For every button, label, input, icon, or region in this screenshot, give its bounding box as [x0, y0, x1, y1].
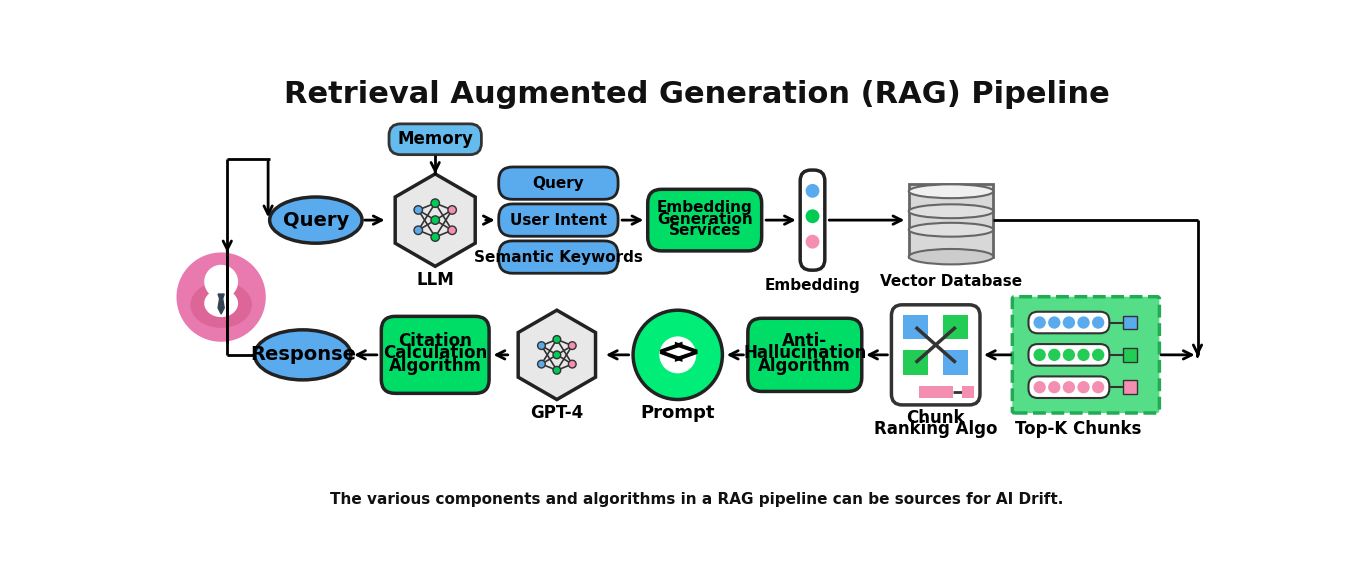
Text: Hallucination: Hallucination — [743, 345, 866, 362]
Circle shape — [1077, 317, 1089, 329]
Circle shape — [413, 206, 423, 214]
Circle shape — [204, 265, 238, 298]
Text: Anti-: Anti- — [782, 332, 827, 350]
Circle shape — [1062, 317, 1074, 329]
Ellipse shape — [908, 249, 993, 264]
Text: Citation: Citation — [398, 332, 472, 350]
FancyBboxPatch shape — [1012, 297, 1159, 413]
Circle shape — [660, 336, 696, 373]
FancyBboxPatch shape — [1028, 377, 1110, 398]
FancyBboxPatch shape — [908, 184, 993, 257]
FancyBboxPatch shape — [499, 241, 617, 273]
Text: Ranking Algo: Ranking Algo — [874, 420, 997, 438]
Circle shape — [1049, 381, 1061, 394]
Text: Top-K Chunks: Top-K Chunks — [1015, 420, 1141, 438]
Circle shape — [1049, 349, 1061, 361]
Circle shape — [431, 199, 439, 208]
Circle shape — [431, 233, 439, 241]
Circle shape — [1062, 381, 1074, 394]
FancyBboxPatch shape — [903, 315, 928, 339]
Circle shape — [1062, 349, 1074, 361]
Text: Response: Response — [250, 345, 356, 364]
Text: Retrieval Augmented Generation (RAG) Pipeline: Retrieval Augmented Generation (RAG) Pip… — [284, 80, 1110, 109]
FancyBboxPatch shape — [800, 170, 824, 270]
Polygon shape — [518, 310, 596, 399]
Circle shape — [805, 235, 820, 248]
Ellipse shape — [908, 204, 993, 218]
FancyBboxPatch shape — [748, 318, 862, 391]
Circle shape — [447, 206, 457, 214]
FancyBboxPatch shape — [381, 317, 490, 394]
Text: Semantic Keywords: Semantic Keywords — [475, 250, 643, 265]
Circle shape — [1092, 381, 1104, 394]
Circle shape — [1092, 317, 1104, 329]
Circle shape — [554, 366, 560, 374]
FancyBboxPatch shape — [919, 386, 952, 398]
Circle shape — [177, 252, 265, 342]
FancyBboxPatch shape — [647, 189, 762, 251]
FancyBboxPatch shape — [499, 204, 617, 236]
Text: Memory: Memory — [397, 130, 473, 148]
Circle shape — [634, 310, 722, 399]
Text: Prompt: Prompt — [641, 405, 715, 422]
Circle shape — [1077, 349, 1089, 361]
FancyBboxPatch shape — [944, 315, 968, 339]
Text: Generation: Generation — [657, 212, 752, 227]
FancyBboxPatch shape — [499, 167, 617, 199]
Circle shape — [1034, 349, 1046, 361]
Polygon shape — [396, 174, 475, 266]
Circle shape — [537, 342, 545, 349]
Polygon shape — [218, 294, 224, 314]
Text: Chunk: Chunk — [907, 409, 966, 427]
Text: <: < — [656, 336, 685, 370]
Text: Algorithm: Algorithm — [759, 357, 851, 375]
Ellipse shape — [908, 184, 993, 198]
FancyBboxPatch shape — [944, 350, 968, 375]
Text: Algorithm: Algorithm — [389, 357, 481, 375]
Circle shape — [1034, 381, 1046, 394]
FancyBboxPatch shape — [903, 350, 928, 375]
Ellipse shape — [204, 289, 238, 317]
Text: The various components and algorithms in a RAG pipeline can be sources for AI Dr: The various components and algorithms in… — [330, 492, 1064, 507]
Text: Query: Query — [533, 175, 585, 191]
Text: Embedding: Embedding — [764, 278, 861, 293]
Text: Calculation: Calculation — [384, 345, 487, 362]
Text: Embedding: Embedding — [657, 201, 752, 215]
Circle shape — [568, 360, 577, 368]
Circle shape — [1077, 381, 1089, 394]
Circle shape — [413, 226, 423, 234]
Circle shape — [568, 342, 577, 349]
FancyBboxPatch shape — [389, 124, 481, 154]
FancyBboxPatch shape — [1123, 315, 1137, 329]
Text: GPT-4: GPT-4 — [530, 405, 583, 422]
Text: User Intent: User Intent — [510, 213, 607, 227]
Circle shape — [431, 216, 439, 224]
Ellipse shape — [254, 330, 351, 380]
FancyBboxPatch shape — [1028, 312, 1110, 333]
Circle shape — [805, 184, 820, 198]
FancyBboxPatch shape — [891, 305, 981, 405]
FancyBboxPatch shape — [962, 386, 974, 398]
Ellipse shape — [269, 197, 362, 243]
Text: Query: Query — [283, 210, 350, 230]
Text: Services: Services — [669, 223, 741, 238]
Circle shape — [554, 336, 560, 343]
Ellipse shape — [908, 223, 993, 237]
Circle shape — [1034, 317, 1046, 329]
Ellipse shape — [190, 282, 252, 328]
Text: LLM: LLM — [416, 271, 454, 289]
Circle shape — [1049, 317, 1061, 329]
Circle shape — [447, 226, 457, 234]
Text: >: > — [670, 336, 700, 370]
Text: Vector Database: Vector Database — [880, 274, 1023, 289]
FancyBboxPatch shape — [1028, 344, 1110, 366]
Circle shape — [537, 360, 545, 368]
Circle shape — [554, 351, 560, 359]
FancyBboxPatch shape — [1123, 380, 1137, 394]
Circle shape — [805, 209, 820, 223]
FancyBboxPatch shape — [1123, 348, 1137, 362]
Circle shape — [1092, 349, 1104, 361]
